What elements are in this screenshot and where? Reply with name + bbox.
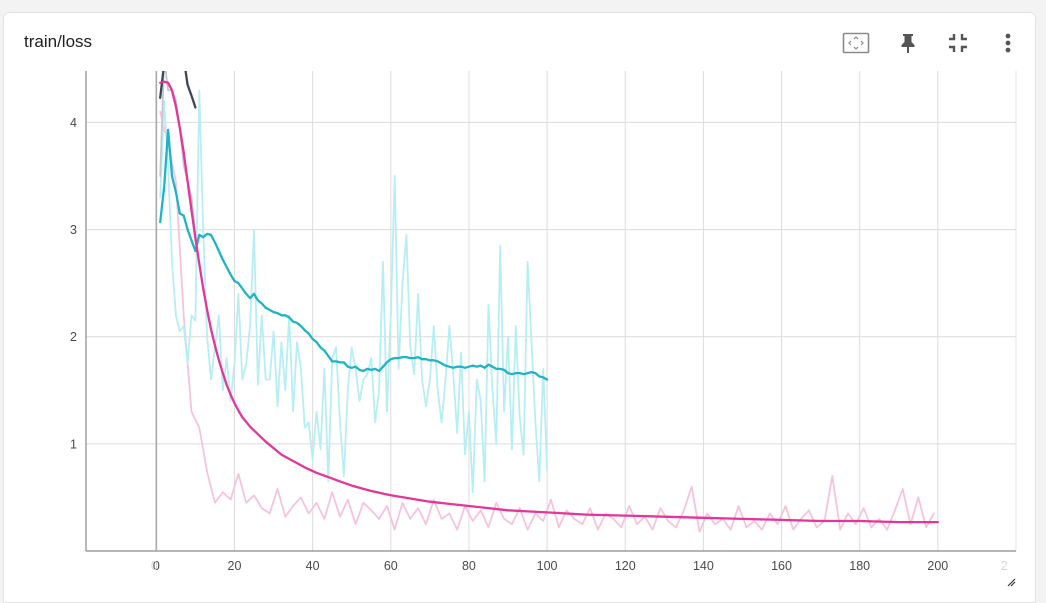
y-tick-label: 1 bbox=[70, 437, 77, 451]
chart-title: train/loss bbox=[24, 32, 93, 51]
resize-handle-icon[interactable] bbox=[1007, 578, 1016, 587]
y-tick-label: 3 bbox=[70, 223, 77, 237]
series-line-magenta_raw bbox=[159, 110, 935, 533]
more-vertical-icon bbox=[1005, 33, 1011, 53]
x-tick-label: 200 bbox=[927, 559, 948, 573]
series-lines bbox=[159, 71, 939, 533]
series-line-magenta bbox=[159, 80, 939, 524]
x-tick-label: 180 bbox=[849, 559, 870, 573]
pin-button[interactable] bbox=[894, 30, 922, 56]
pin-icon bbox=[901, 34, 915, 53]
fit-to-data-icon bbox=[842, 32, 870, 54]
x-tick-label-faint: 0 bbox=[151, 559, 158, 573]
y-tick-label: 4 bbox=[70, 116, 77, 130]
x-tick-label-faint: 2 bbox=[1001, 559, 1008, 573]
more-options-button[interactable] bbox=[994, 30, 1022, 56]
x-tick-label: 20 bbox=[228, 559, 242, 573]
x-tick-label: 80 bbox=[462, 559, 476, 573]
x-tick-label: 160 bbox=[771, 559, 792, 573]
x-tick-label: 140 bbox=[693, 559, 714, 573]
series-line-cyan_raw bbox=[159, 89, 548, 493]
x-tick-label: 120 bbox=[615, 559, 636, 573]
grid-lines bbox=[86, 71, 1017, 551]
x-tick-label: 40 bbox=[306, 559, 320, 573]
fit-domain-button[interactable] bbox=[842, 30, 870, 56]
collapse-button[interactable] bbox=[944, 30, 972, 56]
x-tick-label: 0 bbox=[153, 559, 160, 573]
axes bbox=[85, 71, 1016, 552]
collapse-icon bbox=[949, 34, 967, 52]
y-tick-label: 2 bbox=[70, 330, 77, 344]
x-tick-label: 60 bbox=[384, 559, 398, 573]
series-line-cyan bbox=[159, 128, 549, 381]
series-line-dark bbox=[159, 71, 197, 109]
x-tick-label: 100 bbox=[537, 559, 558, 573]
